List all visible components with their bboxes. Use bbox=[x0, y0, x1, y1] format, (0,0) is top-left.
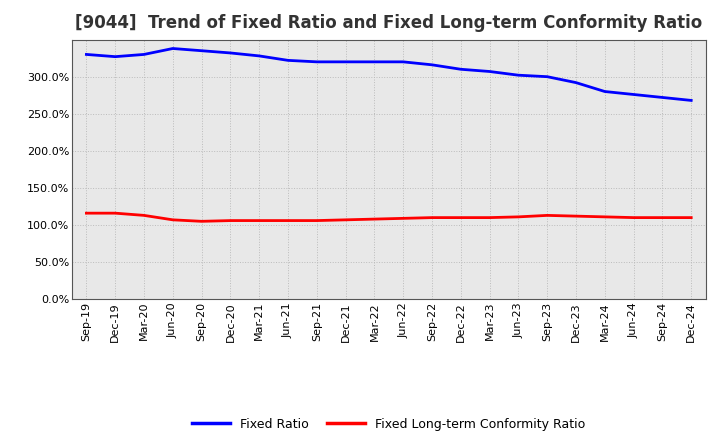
Fixed Long-term Conformity Ratio bbox=[370, 216, 379, 222]
Fixed Long-term Conformity Ratio bbox=[428, 215, 436, 220]
Fixed Long-term Conformity Ratio bbox=[111, 210, 120, 216]
Fixed Ratio bbox=[226, 50, 235, 55]
Fixed Long-term Conformity Ratio bbox=[687, 215, 696, 220]
Fixed Long-term Conformity Ratio bbox=[543, 213, 552, 218]
Fixed Ratio bbox=[111, 54, 120, 59]
Fixed Ratio bbox=[168, 46, 177, 51]
Fixed Ratio bbox=[600, 89, 609, 94]
Fixed Ratio bbox=[312, 59, 321, 65]
Fixed Ratio bbox=[399, 59, 408, 65]
Fixed Ratio bbox=[428, 62, 436, 67]
Fixed Long-term Conformity Ratio bbox=[572, 213, 580, 219]
Line: Fixed Ratio: Fixed Ratio bbox=[86, 48, 691, 100]
Legend: Fixed Ratio, Fixed Long-term Conformity Ratio: Fixed Ratio, Fixed Long-term Conformity … bbox=[187, 413, 590, 436]
Fixed Ratio bbox=[629, 92, 638, 97]
Fixed Ratio bbox=[341, 59, 350, 65]
Fixed Long-term Conformity Ratio bbox=[140, 213, 148, 218]
Fixed Long-term Conformity Ratio bbox=[514, 214, 523, 220]
Fixed Long-term Conformity Ratio bbox=[600, 214, 609, 220]
Line: Fixed Long-term Conformity Ratio: Fixed Long-term Conformity Ratio bbox=[86, 213, 691, 221]
Fixed Ratio bbox=[456, 66, 465, 72]
Fixed Ratio bbox=[543, 74, 552, 79]
Fixed Ratio bbox=[255, 53, 264, 59]
Fixed Long-term Conformity Ratio bbox=[82, 210, 91, 216]
Fixed Long-term Conformity Ratio bbox=[456, 215, 465, 220]
Fixed Long-term Conformity Ratio bbox=[485, 215, 494, 220]
Fixed Long-term Conformity Ratio bbox=[197, 219, 206, 224]
Title: [9044]  Trend of Fixed Ratio and Fixed Long-term Conformity Ratio: [9044] Trend of Fixed Ratio and Fixed Lo… bbox=[75, 15, 703, 33]
Fixed Ratio bbox=[82, 52, 91, 57]
Fixed Ratio bbox=[658, 95, 667, 100]
Fixed Long-term Conformity Ratio bbox=[341, 217, 350, 223]
Fixed Long-term Conformity Ratio bbox=[255, 218, 264, 223]
Fixed Ratio bbox=[140, 52, 148, 57]
Fixed Ratio bbox=[485, 69, 494, 74]
Fixed Ratio bbox=[687, 98, 696, 103]
Fixed Ratio bbox=[572, 80, 580, 85]
Fixed Long-term Conformity Ratio bbox=[312, 218, 321, 223]
Fixed Long-term Conformity Ratio bbox=[399, 216, 408, 221]
Fixed Long-term Conformity Ratio bbox=[629, 215, 638, 220]
Fixed Ratio bbox=[284, 58, 292, 63]
Fixed Long-term Conformity Ratio bbox=[284, 218, 292, 223]
Fixed Long-term Conformity Ratio bbox=[658, 215, 667, 220]
Fixed Ratio bbox=[370, 59, 379, 65]
Fixed Ratio bbox=[197, 48, 206, 53]
Fixed Long-term Conformity Ratio bbox=[168, 217, 177, 223]
Fixed Long-term Conformity Ratio bbox=[226, 218, 235, 223]
Fixed Ratio bbox=[514, 73, 523, 78]
